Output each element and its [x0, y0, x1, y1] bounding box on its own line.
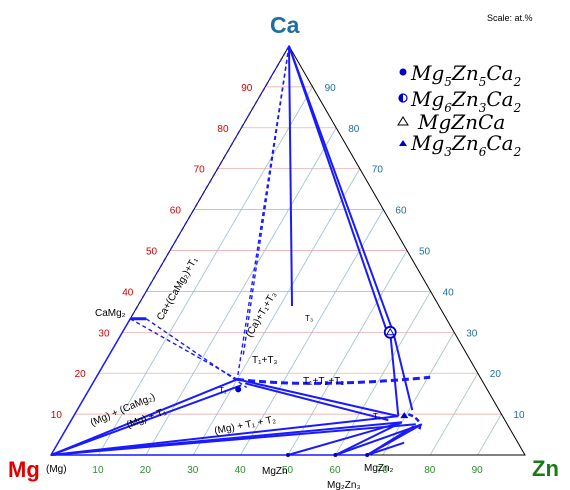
tick-label-zn: 20 — [140, 465, 152, 476]
phase-line-t2-mgzn2-b — [366, 425, 415, 456]
tick-label-ca-left: 90 — [241, 83, 253, 94]
tick-label-ca-left: 20 — [75, 369, 87, 380]
corner-label-mg: Mg — [8, 457, 40, 482]
phase-boundaries — [50, 45, 431, 456]
tick-label-ca-left: 10 — [51, 410, 63, 421]
phase-label-t1-t3: T₁+T₃ — [252, 355, 278, 366]
tick-label-ca-left: 70 — [194, 165, 206, 176]
phase-line-t1-t2-lower — [244, 382, 389, 422]
marker-t1 — [235, 386, 242, 393]
phase-label-t1-t2-t3: T₁+T₂+T₃ — [303, 376, 344, 387]
corner-label-zn: Zn — [532, 456, 559, 481]
tick-label-ca-right: 70 — [372, 165, 384, 176]
tick-label-zn: 50 — [282, 465, 294, 476]
phase-label-t2: T₂ — [373, 412, 381, 421]
phase-label-mg-solid: (Mg) — [46, 464, 67, 475]
legend-item-mg6zn3ca2: Mg6Zn3Ca2 — [398, 87, 521, 115]
grid-line-mg — [145, 127, 337, 456]
legend-label: Mg6Zn3Ca2 — [410, 87, 521, 115]
scale-label: Scale: at.% — [487, 13, 533, 23]
corner-label-ca: Ca — [270, 12, 300, 38]
grid-line-zn — [382, 332, 455, 456]
phase-line-mg-t1 — [50, 378, 238, 456]
tick-label-ca-right: 40 — [443, 287, 455, 298]
tick-label-ca-right: 10 — [513, 410, 525, 421]
phase-line-mg-camg2-edge — [50, 318, 131, 456]
tick-label-ca-left: 80 — [217, 124, 229, 135]
tick-label-ca-right: 90 — [325, 83, 337, 94]
phase-line-ca-t1-inner — [242, 45, 290, 356]
phase-label-mg2zn3: Mg₂Zn₃ — [327, 480, 361, 490]
tick-label-ca-left: 60 — [170, 206, 182, 217]
phase-label-camg2: CaMg₂ — [95, 308, 126, 319]
tick-label-zn: 30 — [187, 465, 199, 476]
marker-t2 — [400, 412, 409, 419]
tick-label-ca-right: 30 — [466, 328, 478, 339]
phase-line-mg-t2-c — [50, 423, 416, 456]
phase-label-t1: T₁ — [219, 386, 227, 395]
marker-mgzn2 — [365, 453, 370, 457]
grid-line-zn — [429, 373, 479, 456]
tick-label-ca-right: 20 — [490, 369, 502, 380]
marker-t3-triangle — [385, 327, 395, 336]
phase-label-t3: T₃ — [305, 314, 313, 323]
tick-label-zn: 80 — [424, 465, 436, 476]
legend-item-mgznca: MgZnCa — [397, 110, 505, 134]
phase-line-t1-t3 — [237, 375, 431, 385]
tick-label-ca-right: 50 — [419, 247, 431, 258]
phase-line-mg-t2 — [50, 415, 399, 456]
tick-label-zn: 90 — [472, 465, 484, 476]
tick-label-zn: 70 — [377, 465, 389, 476]
tick-label-ca-left: 30 — [98, 328, 110, 339]
legend-item-mg5zn5ca2: Mg5Zn5Ca2 — [399, 61, 521, 89]
legend-label: MgZnCa — [417, 110, 505, 134]
grid-line-zn — [477, 413, 502, 456]
phase-line-ca-t3-right — [288, 45, 395, 333]
phase-line-t3-t2 — [389, 332, 400, 417]
marker-t3 — [383, 325, 397, 339]
phase-line-t2-arc — [407, 412, 422, 433]
phase-line-mg-t1-b — [50, 384, 242, 456]
grid-line-mg — [287, 250, 408, 456]
tick-label-zn: 10 — [92, 465, 104, 476]
grid-line-mg — [98, 86, 313, 456]
phase-line-t3-t2-outer — [393, 336, 414, 411]
filled-triangle-icon — [399, 140, 407, 146]
composition-grid — [74, 86, 502, 456]
half-circle-icon — [398, 93, 408, 103]
legend: Mg5Zn5Ca2 Mg6Zn3Ca2 MgZnCa Mg3Zn6Ca2 — [397, 61, 521, 159]
tick-label-ca-right: 80 — [348, 124, 360, 135]
phase-label-mgzn2: MgZn₂ — [364, 463, 394, 474]
grid-line-mg — [192, 168, 361, 456]
legend-label: Mg3Zn6Ca2 — [410, 131, 521, 159]
marker-mg2zn3 — [333, 453, 338, 457]
legend-item-mg3zn6ca2: Mg3Zn6Ca2 — [399, 131, 521, 159]
phase-line-t2-mgzn — [287, 421, 403, 456]
tick-label-ca-left: 50 — [146, 247, 158, 258]
tick-label-ca-right: 60 — [395, 206, 407, 217]
phase-line-ca-inner — [288, 45, 293, 307]
phase-line-t2-mg2zn3 — [334, 421, 403, 456]
phase-line-t1-t2 — [237, 378, 399, 418]
tick-label-ca-left: 40 — [122, 287, 134, 298]
marker-mgzn — [286, 453, 290, 457]
axis-ticks: 10 20 30 40 50 60 70 80 90 90 80 70 60 50 40 30 20 10 10 20… — [51, 83, 525, 476]
open-triangle-icon — [397, 116, 409, 126]
tick-label-zn: 40 — [235, 465, 247, 476]
phase-label-mgzn: MgZn — [262, 466, 288, 477]
phase-line-camg2-t1 — [129, 318, 238, 380]
legend-label: Mg5Zn5Ca2 — [410, 61, 521, 89]
phase-line-camg2-t1-lower — [145, 318, 248, 389]
phase-line-t2-mgzn2-c — [366, 441, 405, 456]
compound-markers — [235, 325, 409, 457]
tick-label-zn: 60 — [329, 465, 341, 476]
phase-line-ca-camg2 — [129, 45, 290, 320]
filled-circle-icon — [399, 68, 407, 76]
